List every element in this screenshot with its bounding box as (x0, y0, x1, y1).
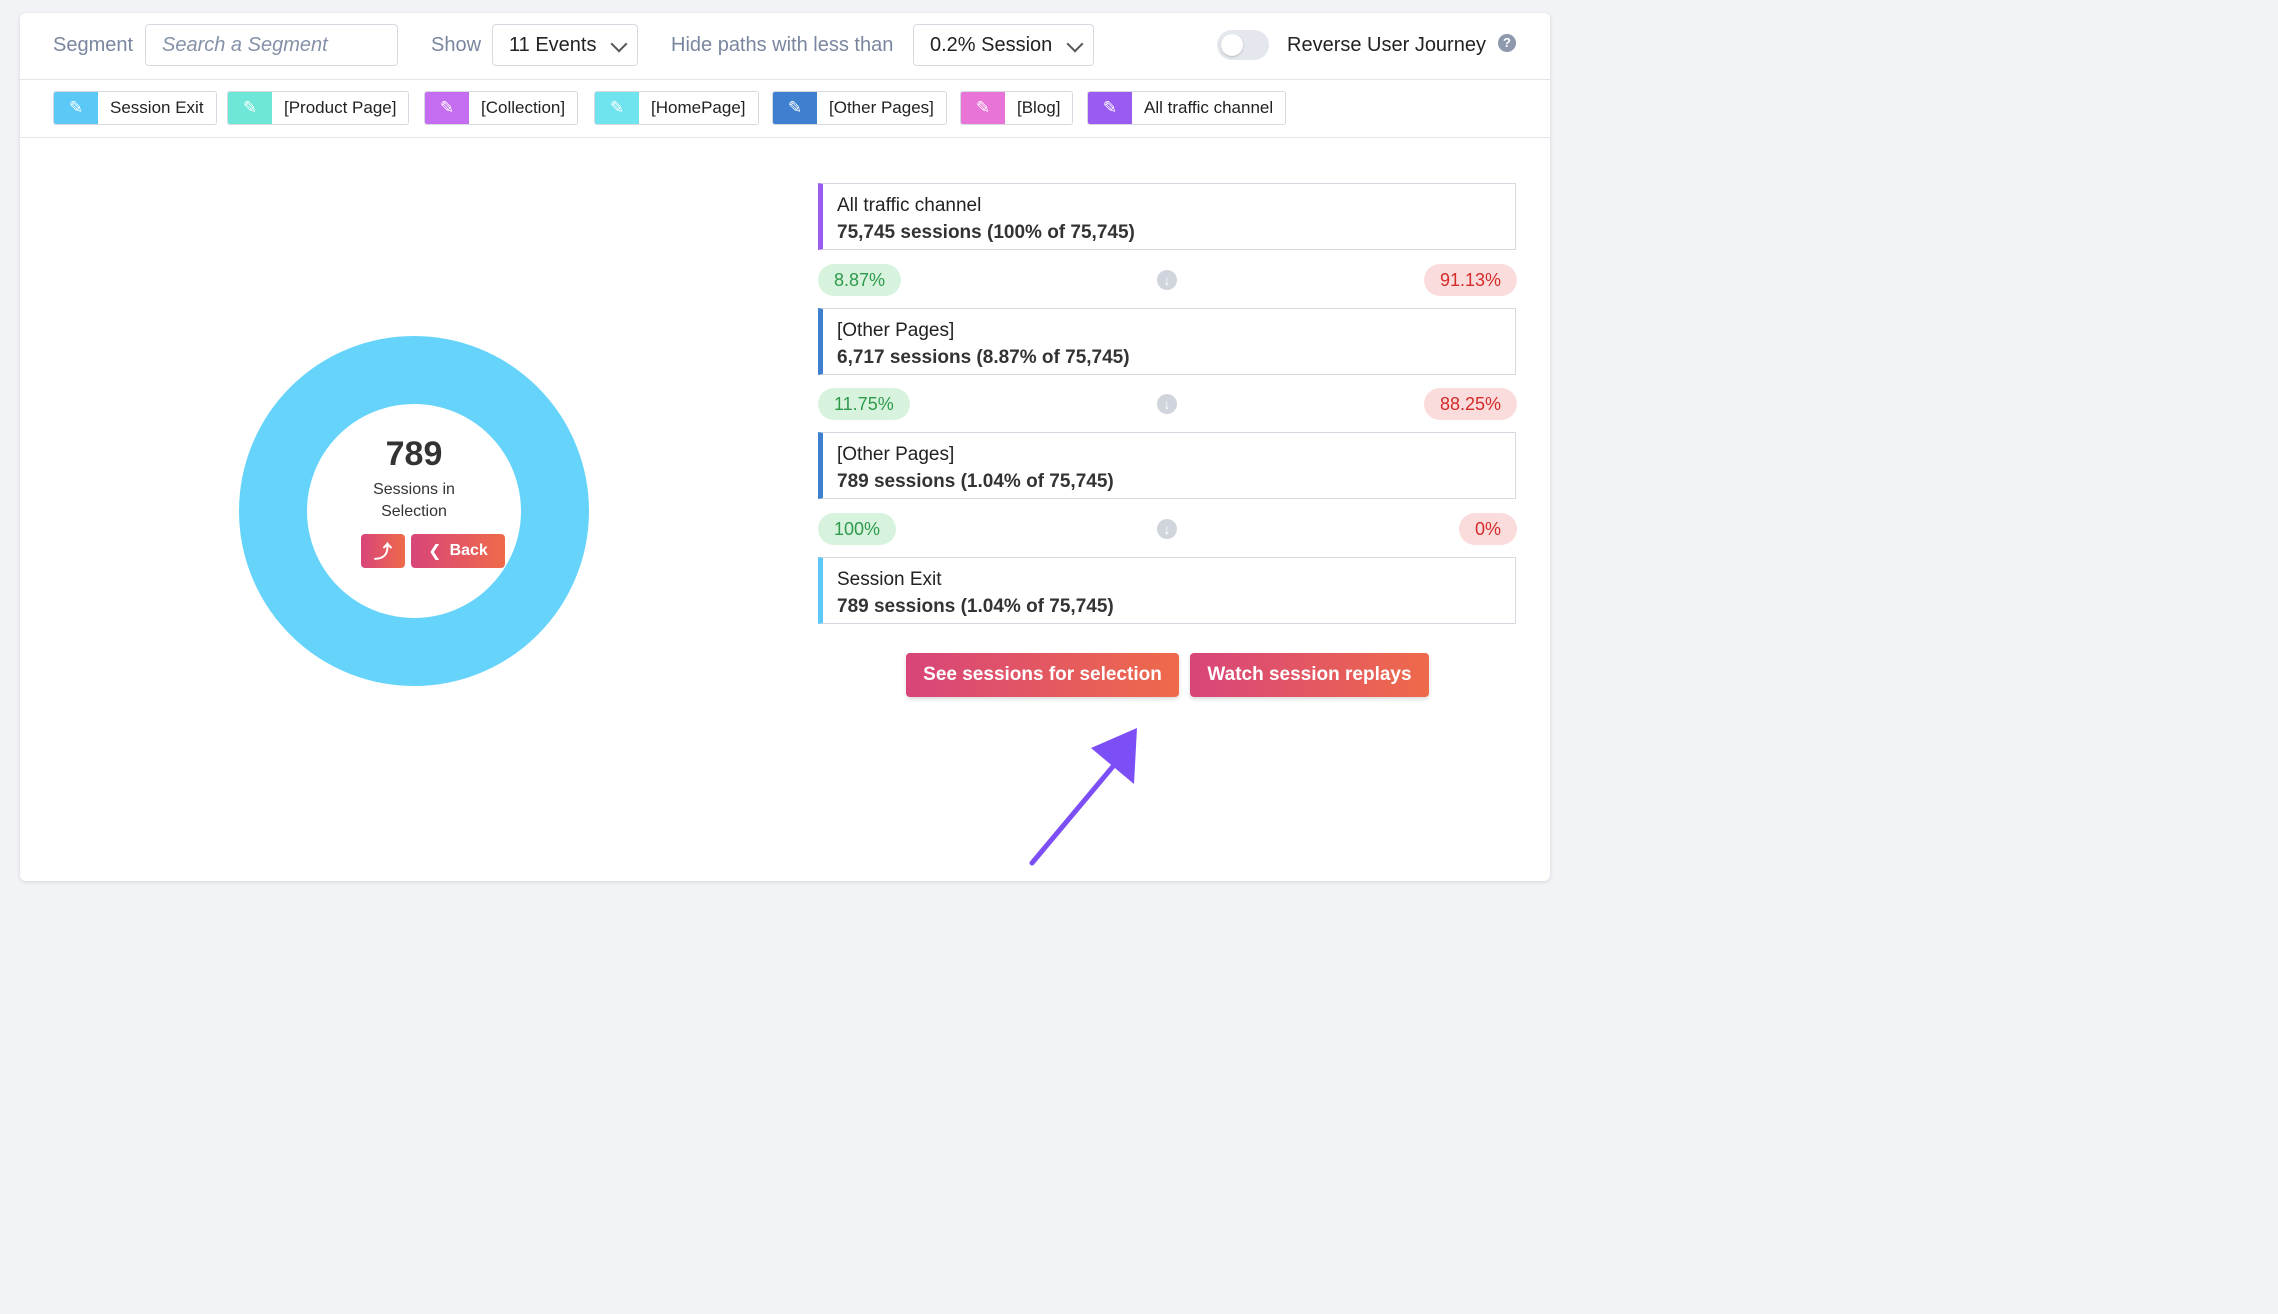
node-name: [Other Pages] (837, 320, 955, 341)
arrow-down-icon: ↓ (1157, 519, 1177, 539)
hide-paths-label: Hide paths with less than (671, 34, 894, 56)
events-select[interactable]: 11 Events (492, 24, 638, 66)
legend-label: [Other Pages] (829, 98, 934, 117)
pencil-icon: ✎ (242, 98, 258, 117)
segment-label: Segment (53, 34, 134, 56)
threshold-select-value: 0.2% Session (930, 33, 1053, 56)
node-sessions: 789 sessions (1.04% of 75,745) (837, 596, 1114, 617)
node-sessions: 75,745 sessions (100% of 75,745) (837, 222, 1135, 243)
selection-caption: Sessions in Selection (373, 481, 455, 520)
legend-label: [Blog] (1017, 98, 1061, 117)
legend-label: [HomePage] (651, 98, 746, 117)
reverse-journey-toggle[interactable] (1217, 30, 1269, 60)
node-sessions: 789 sessions (1.04% of 75,745) (837, 471, 1114, 492)
chevron-down-icon (1066, 35, 1084, 53)
arrow-down-icon: ↓ (1157, 270, 1177, 290)
legend-swatch[interactable]: ✎ (1088, 92, 1132, 124)
toggle-knob (1221, 34, 1243, 56)
legend-chip[interactable]: ✎ [Blog] (960, 91, 1074, 125)
continue-rate-badge: 8.87% (818, 264, 902, 296)
path-node[interactable]: [Other Pages] 6,717 sessions (8.87% of 7… (818, 308, 1516, 375)
pencil-icon: ✎ (609, 98, 625, 117)
show-label: Show (431, 34, 482, 56)
selection-count: 789 (385, 435, 443, 473)
legend-chip[interactable]: ✎ [Product Page] (227, 91, 410, 125)
node-name: [Other Pages] (837, 444, 955, 465)
flow-card: Segment Search a Segment Show 11 Events … (20, 13, 1550, 881)
pencil-icon: ✎ (975, 98, 991, 117)
legend-label: [Collection] (481, 98, 566, 117)
legend-swatch[interactable]: ✎ (773, 92, 817, 124)
drop-rate-badge: 91.13% (1423, 264, 1517, 296)
legend-chip[interactable]: ✎ [Other Pages] (772, 91, 947, 125)
node-sessions: 6,717 sessions (8.87% of 75,745) (837, 347, 1130, 368)
back-button[interactable]: ❮ Back (411, 534, 505, 568)
legend-chip[interactable]: ✎ Session Exit (53, 91, 217, 125)
legend-swatch[interactable]: ✎ (54, 92, 98, 124)
continue-rate-badge: 11.75% (818, 388, 910, 420)
legend-chip[interactable]: ✎ All traffic channel (1087, 91, 1287, 125)
legend-chip[interactable]: ✎ [Collection] (424, 91, 579, 125)
drop-rate-badge: 88.25% (1423, 388, 1517, 420)
drop-rate-badge: 0% (1458, 513, 1517, 545)
pencil-icon: ✎ (68, 98, 84, 117)
level-up-icon: ⤴ (374, 542, 392, 562)
continue-rate-badge: 100% (818, 513, 897, 545)
pencil-icon: ✎ (439, 98, 455, 117)
segment-search-placeholder: Search a Segment (162, 33, 328, 56)
reverse-journey-label: Reverse User Journey (1287, 34, 1486, 56)
watch-replays-button[interactable]: Watch session replays (1190, 653, 1429, 697)
legend-label: Session Exit (110, 98, 204, 117)
node-name: All traffic channel (837, 195, 982, 216)
help-icon[interactable]: ? (1498, 34, 1516, 52)
pencil-icon: ✎ (1102, 98, 1118, 117)
back-label: Back (449, 542, 488, 559)
legend-swatch[interactable]: ✎ (228, 92, 272, 124)
arrow-down-icon: ↓ (1157, 394, 1177, 414)
legend-label: All traffic channel (1144, 98, 1274, 117)
segment-search-input[interactable]: Search a Segment (145, 24, 398, 66)
level-up-button[interactable]: ⤴ (361, 534, 405, 568)
node-name: Session Exit (837, 569, 942, 590)
filter-toolbar: Segment Search a Segment Show 11 Events … (20, 13, 1550, 80)
donut-center: 789 Sessions in Selection ⤴ ❮ Back (306, 403, 522, 619)
legend-label: [Product Page] (284, 98, 397, 117)
see-sessions-button[interactable]: See sessions for selection (906, 653, 1179, 697)
selection-donut[interactable] (239, 336, 589, 686)
path-node[interactable]: All traffic channel 75,745 sessions (100… (818, 183, 1516, 250)
pencil-icon: ✎ (787, 98, 803, 117)
legend-chip[interactable]: ✎ [HomePage] (594, 91, 759, 125)
donut-ring[interactable] (239, 336, 589, 686)
threshold-select[interactable]: 0.2% Session (913, 24, 1094, 66)
pointer-arrow-annotation (1029, 728, 1137, 866)
legend-bar: ✎ Session Exit ✎ [Product Page] ✎ [Collection… (20, 79, 1550, 138)
legend-swatch[interactable]: ✎ (595, 92, 639, 124)
chevron-down-icon (610, 35, 628, 53)
path-node[interactable]: Session Exit 789 sessions (1.04% of 75,7… (818, 557, 1516, 624)
legend-swatch[interactable]: ✎ (961, 92, 1005, 124)
legend-swatch[interactable]: ✎ (425, 92, 469, 124)
chevron-left-icon: ❮ (428, 543, 442, 560)
events-select-value: 11 Events (509, 33, 597, 56)
path-node[interactable]: [Other Pages] 789 sessions (1.04% of 75,… (818, 432, 1516, 499)
